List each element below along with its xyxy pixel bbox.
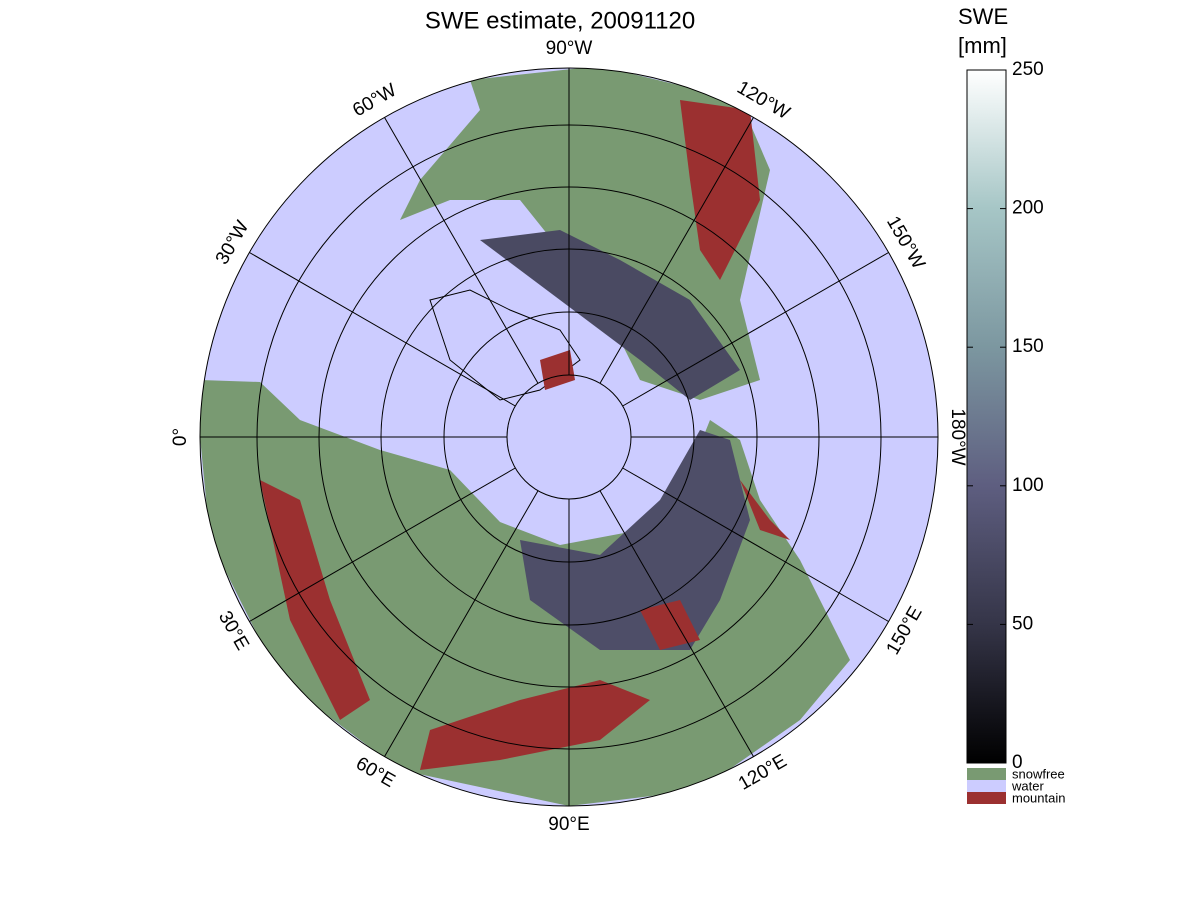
longitude-label: 180°W	[947, 408, 968, 465]
meridian	[622, 467, 889, 622]
meridian	[249, 467, 516, 622]
title: SWE estimate, 20091120	[425, 7, 695, 34]
colorbar-tick-label: 150	[1012, 336, 1044, 357]
snow-eurasia	[520, 430, 750, 650]
colorbar-tick-label: 100	[1012, 475, 1044, 496]
legend-label: snowfree	[1012, 766, 1065, 781]
colorbar-label: [mm]	[958, 33, 1007, 58]
legend-swatch	[967, 792, 1006, 804]
colorbar	[966, 69, 1007, 764]
meridian	[384, 117, 539, 384]
map	[200, 68, 938, 806]
colorbar-tick-label: 0	[1012, 752, 1023, 773]
colorbar-tick-label: 50	[1012, 613, 1033, 634]
map-frame	[199, 67, 939, 807]
legend-label: water	[1011, 778, 1044, 793]
legend-label: mountain	[1012, 790, 1065, 805]
meridian	[622, 252, 889, 407]
legend-swatch	[967, 780, 1006, 792]
legend-swatch	[967, 768, 1006, 780]
meridian	[384, 490, 539, 757]
meridian	[599, 117, 754, 384]
colorbar-label: SWE	[958, 4, 1008, 29]
longitude-label: 0°	[170, 428, 191, 446]
colorbar-tick-label: 250	[1012, 59, 1044, 80]
snow-america	[480, 230, 740, 400]
mountains	[260, 100, 790, 770]
meridian	[599, 490, 754, 757]
meridian	[249, 252, 516, 407]
longitude-label: 90°W	[546, 38, 593, 59]
longitude-label: 90°E	[548, 814, 589, 835]
colorbar-tick-label: 200	[1012, 198, 1044, 219]
